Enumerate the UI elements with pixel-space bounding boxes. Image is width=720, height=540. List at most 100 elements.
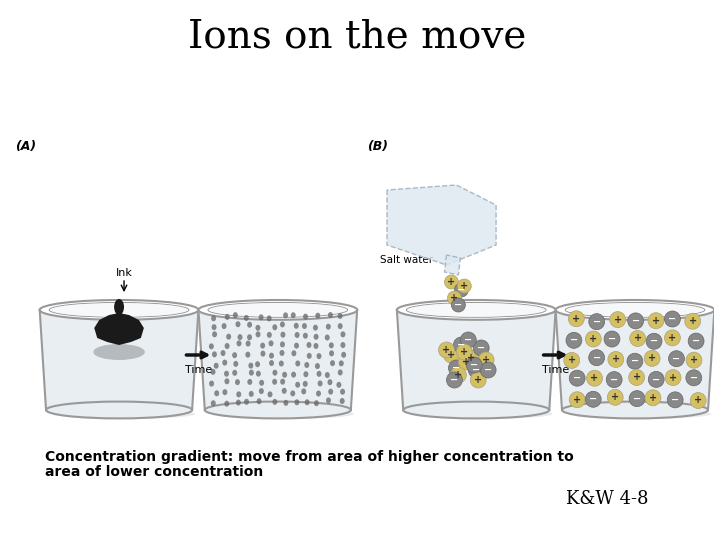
Ellipse shape — [294, 323, 299, 329]
Text: +: + — [454, 370, 462, 380]
Text: −: − — [589, 394, 598, 404]
Text: area of lower concentration: area of lower concentration — [45, 465, 263, 479]
Ellipse shape — [302, 323, 307, 329]
Ellipse shape — [570, 392, 585, 408]
Ellipse shape — [438, 342, 454, 358]
Ellipse shape — [40, 300, 199, 320]
Ellipse shape — [330, 360, 335, 366]
Text: +: + — [450, 293, 459, 303]
Text: (B): (B) — [367, 140, 388, 153]
Ellipse shape — [451, 298, 465, 312]
Ellipse shape — [305, 362, 310, 368]
Ellipse shape — [294, 343, 299, 349]
Ellipse shape — [283, 312, 288, 319]
Text: +: + — [572, 314, 580, 324]
Ellipse shape — [210, 303, 346, 317]
Ellipse shape — [233, 312, 238, 318]
Polygon shape — [199, 310, 357, 410]
Ellipse shape — [211, 315, 216, 321]
Ellipse shape — [468, 362, 484, 378]
Text: −: − — [690, 373, 698, 383]
Text: +: + — [611, 392, 619, 402]
Ellipse shape — [569, 409, 711, 419]
Ellipse shape — [303, 314, 308, 320]
Ellipse shape — [280, 379, 285, 384]
Text: +: + — [573, 395, 581, 404]
Ellipse shape — [256, 370, 261, 377]
Polygon shape — [556, 310, 714, 410]
Ellipse shape — [259, 380, 264, 386]
Ellipse shape — [301, 388, 306, 394]
Ellipse shape — [269, 353, 274, 359]
Text: −: − — [573, 373, 581, 383]
Ellipse shape — [258, 314, 264, 320]
Text: Ions on the move: Ions on the move — [188, 18, 526, 55]
Ellipse shape — [406, 302, 546, 318]
Ellipse shape — [326, 397, 331, 403]
Text: +: + — [694, 395, 702, 406]
Ellipse shape — [246, 352, 251, 357]
Polygon shape — [94, 313, 144, 345]
Ellipse shape — [314, 400, 319, 406]
Ellipse shape — [225, 379, 230, 384]
Ellipse shape — [294, 332, 300, 338]
Text: +: + — [590, 373, 598, 383]
Ellipse shape — [303, 371, 308, 377]
Polygon shape — [397, 310, 556, 410]
Ellipse shape — [667, 392, 683, 408]
Text: −: − — [608, 334, 616, 344]
Text: −: − — [593, 353, 600, 363]
Ellipse shape — [460, 332, 476, 348]
Ellipse shape — [291, 372, 296, 377]
Ellipse shape — [272, 379, 277, 385]
Text: K&W 4-8: K&W 4-8 — [565, 490, 648, 508]
Ellipse shape — [209, 381, 214, 387]
Text: −: − — [692, 336, 700, 346]
Ellipse shape — [340, 389, 345, 395]
Ellipse shape — [339, 360, 343, 366]
Ellipse shape — [211, 400, 216, 406]
Ellipse shape — [307, 342, 312, 348]
Text: −: − — [610, 375, 618, 384]
Ellipse shape — [246, 341, 251, 347]
Ellipse shape — [215, 390, 219, 396]
Ellipse shape — [210, 369, 215, 375]
Ellipse shape — [665, 369, 681, 386]
Text: −: − — [650, 336, 658, 346]
Ellipse shape — [294, 399, 300, 406]
Text: −: − — [570, 335, 578, 345]
Ellipse shape — [447, 291, 462, 305]
Ellipse shape — [457, 279, 472, 293]
Ellipse shape — [267, 332, 272, 338]
Ellipse shape — [295, 382, 300, 388]
Ellipse shape — [644, 350, 660, 366]
Ellipse shape — [220, 350, 225, 356]
Ellipse shape — [224, 401, 229, 407]
Ellipse shape — [685, 313, 701, 329]
Ellipse shape — [565, 302, 705, 318]
Ellipse shape — [292, 350, 297, 356]
Ellipse shape — [316, 390, 321, 396]
Text: +: + — [688, 316, 697, 326]
Ellipse shape — [648, 313, 664, 329]
Ellipse shape — [281, 332, 285, 338]
Ellipse shape — [199, 300, 357, 320]
Ellipse shape — [269, 360, 274, 366]
Ellipse shape — [589, 350, 605, 366]
Text: −: − — [652, 374, 660, 384]
Ellipse shape — [280, 321, 285, 327]
Text: −: − — [457, 340, 465, 350]
Text: −: − — [484, 365, 492, 375]
Ellipse shape — [313, 343, 318, 349]
Text: −: − — [450, 375, 459, 385]
Ellipse shape — [317, 353, 322, 359]
Ellipse shape — [686, 352, 702, 368]
Ellipse shape — [604, 331, 620, 347]
Ellipse shape — [235, 321, 240, 327]
Text: −: − — [633, 394, 641, 403]
Text: +: + — [669, 373, 677, 383]
Text: +: + — [633, 373, 641, 382]
Ellipse shape — [446, 372, 462, 388]
Ellipse shape — [585, 392, 601, 407]
Ellipse shape — [338, 369, 343, 375]
